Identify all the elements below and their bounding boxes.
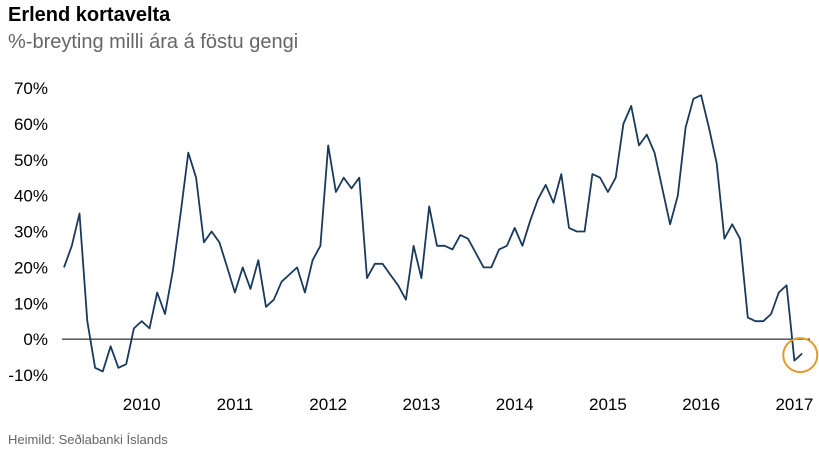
chart-title: Erlend kortavelta (8, 4, 171, 26)
y-tick-label: 50% (14, 151, 48, 170)
series-line (63, 94, 803, 373)
y-tick-label: 20% (14, 258, 48, 277)
x-tick-label: 2010 (123, 395, 161, 414)
y-tick-label: 0% (23, 330, 48, 349)
y-tick-label: 70% (14, 79, 48, 98)
y-tick-label: 40% (14, 187, 48, 206)
x-tick-label: 2015 (589, 395, 627, 414)
x-tick-label: 2016 (682, 395, 720, 414)
y-tick-label: -10% (8, 366, 48, 385)
x-tick-label: 2012 (309, 395, 347, 414)
x-tick-label: 2013 (403, 395, 441, 414)
y-tick-label: 30% (14, 223, 48, 242)
source-note: Heimild: Seðlabanki Íslands (8, 432, 168, 447)
x-tick-label: 2014 (496, 395, 534, 414)
highlight-circle (782, 337, 819, 374)
y-tick-label: 10% (14, 294, 48, 313)
x-tick-label: 2011 (217, 395, 254, 414)
x-tick-label: 2017 (775, 395, 813, 414)
y-tick-label: 60% (14, 115, 48, 134)
chart-subtitle: %-breyting milli ára á föstu gengi (8, 31, 299, 53)
